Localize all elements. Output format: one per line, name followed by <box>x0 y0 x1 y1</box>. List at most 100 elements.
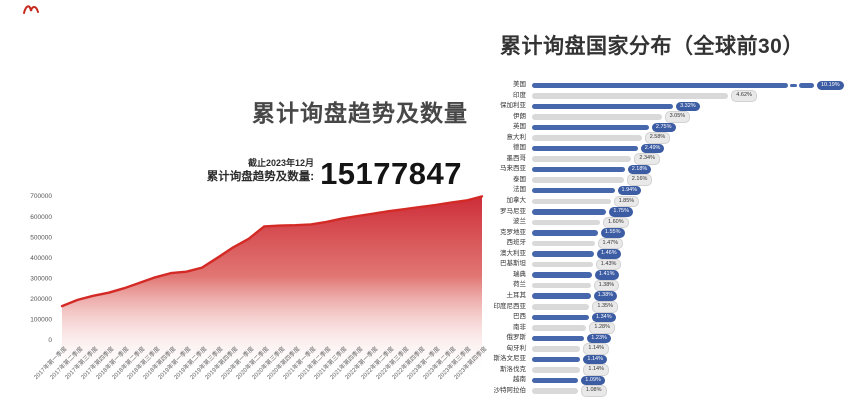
bar-row: 加拿大 1.85% <box>440 195 852 208</box>
bar <box>532 156 632 162</box>
country-label: 土耳其 <box>506 291 527 299</box>
y-axis-tick-label: 300000 <box>30 276 52 283</box>
value-badge: 2.16% <box>626 174 653 186</box>
bar <box>532 304 590 310</box>
country-label: 匈牙利 <box>506 344 527 352</box>
country-chart-title: 累计询盘国家分布（全球前30） <box>500 35 804 58</box>
country-label: 法国 <box>513 186 526 194</box>
bar <box>532 82 788 89</box>
country-label: 意大利 <box>506 133 527 141</box>
bar-track: 1.94% <box>532 185 852 196</box>
bar-track: 1.35% <box>532 301 852 313</box>
country-label: 泰国 <box>513 175 526 183</box>
country-label: 美国 <box>513 81 526 89</box>
bar-row: 马来西亚 2.18% <box>440 164 852 175</box>
bar-track: 3.05% <box>532 111 852 123</box>
value-badge: 2.49% <box>640 143 665 154</box>
y-axis-tick-label: 0 <box>48 337 52 344</box>
bar-track: 3.32% <box>532 101 852 112</box>
bar-track: 10.19% <box>532 80 852 91</box>
bar-track: 2.18% <box>532 164 852 175</box>
bar <box>532 314 589 321</box>
as-of-label: 截止2023年12月 <box>248 158 315 168</box>
bar-row: 土耳其 1.38% <box>440 291 852 302</box>
value-badge: 1.43% <box>595 258 622 271</box>
bar-track: 1.43% <box>532 258 852 271</box>
country-label: 澳大利亚 <box>500 249 526 257</box>
bar-track: 1.34% <box>532 312 852 323</box>
stat-value: 15177847 <box>320 156 462 192</box>
axis-break-stub <box>799 82 814 89</box>
bar <box>532 367 581 373</box>
logo-mark <box>23 5 39 14</box>
value-badge: 1.41% <box>594 270 619 280</box>
bar-row: 波兰 1.60% <box>440 216 852 229</box>
country-label: 加拿大 <box>506 197 527 205</box>
value-badge: 1.14% <box>583 364 609 376</box>
bar-row: 荷兰 1.38% <box>440 279 852 292</box>
bar-track: 1.41% <box>532 270 852 280</box>
country-bar-chart: 美国 10.19% 印度 4.62% 保加利亚 3.32% 伊朗 3.05% 英国 2.75% 意大… <box>440 80 852 397</box>
country-label: 巴基斯坦 <box>500 260 526 268</box>
bar-row: 墨西哥 2.34% <box>440 153 852 165</box>
axis-break-dash <box>790 83 797 87</box>
bar <box>532 356 581 363</box>
bar-row: 斯洛伐克 1.14% <box>440 364 852 376</box>
bar-row: 瑞典 1.41% <box>440 270 852 281</box>
country-label: 印度 <box>513 91 526 99</box>
value-badge: 1.09% <box>581 375 605 386</box>
bar-track: 1.75% <box>532 207 852 217</box>
bar-track: 2.49% <box>532 143 852 154</box>
bar-row: 泰国 2.16% <box>440 174 852 186</box>
bar <box>532 93 729 99</box>
bar <box>532 240 595 247</box>
y-axis-tick-label: 700000 <box>30 193 52 200</box>
bar <box>532 219 600 226</box>
value-badge: 4.62% <box>731 90 757 102</box>
bar-track: 1.85% <box>532 195 852 208</box>
country-label: 斯洛伐克 <box>500 365 526 373</box>
area-chart: 0 100000 200000 300000 400000 500000 600000 700… <box>30 193 484 386</box>
value-badge: 1.14% <box>583 354 607 365</box>
bar-track: 1.14% <box>532 364 852 376</box>
value-badge: 10.19% <box>817 80 844 91</box>
bar <box>532 135 642 141</box>
value-badge: 1.35% <box>592 301 618 313</box>
value-badge: 2.34% <box>634 153 660 165</box>
value-badge: 1.55% <box>600 228 625 238</box>
bar-row: 德国 2.49% <box>440 143 852 154</box>
bar <box>532 325 587 331</box>
bar <box>532 377 579 384</box>
bar <box>532 124 649 131</box>
bar-row: 南非 1.28% <box>440 322 852 334</box>
value-badge: 1.34% <box>592 312 616 323</box>
bar <box>532 187 615 194</box>
trend-line <box>60 195 484 308</box>
bar-track: 1.09% <box>532 375 852 386</box>
value-badge: 2.18% <box>627 164 652 175</box>
bar-row: 罗马尼亚 1.75% <box>440 207 852 218</box>
bar-row: 英国 2.75% <box>440 122 852 133</box>
bar <box>532 198 611 205</box>
y-axis-tick-label: 200000 <box>30 296 52 303</box>
bar <box>532 335 585 342</box>
bar <box>532 261 593 268</box>
area-fill <box>62 196 482 386</box>
value-badge: 2.58% <box>644 132 671 144</box>
bar-row: 意大利 2.58% <box>440 132 852 144</box>
bar-row: 匈牙利 1.14% <box>440 343 852 355</box>
value-badge: 3.05% <box>664 111 691 123</box>
bar-track: 2.75% <box>532 122 852 133</box>
trend-stat-labels: 截止2023年12月 累计询盘趋势及数量: <box>207 158 314 185</box>
country-label: 保加利亚 <box>500 102 526 110</box>
country-label: 德国 <box>513 144 526 152</box>
bar-track: 1.38% <box>532 279 852 292</box>
value-badge: 3.32% <box>676 101 700 112</box>
value-badge: 1.08% <box>580 385 607 397</box>
bar-track: 1.14% <box>532 343 852 355</box>
country-label: 俄罗斯 <box>506 334 527 342</box>
country-label: 波兰 <box>513 218 526 226</box>
bar-row: 法国 1.94% <box>440 185 852 196</box>
bar-row: 俄罗斯 1.23% <box>440 333 852 344</box>
country-label: 印度尼西亚 <box>493 302 527 310</box>
